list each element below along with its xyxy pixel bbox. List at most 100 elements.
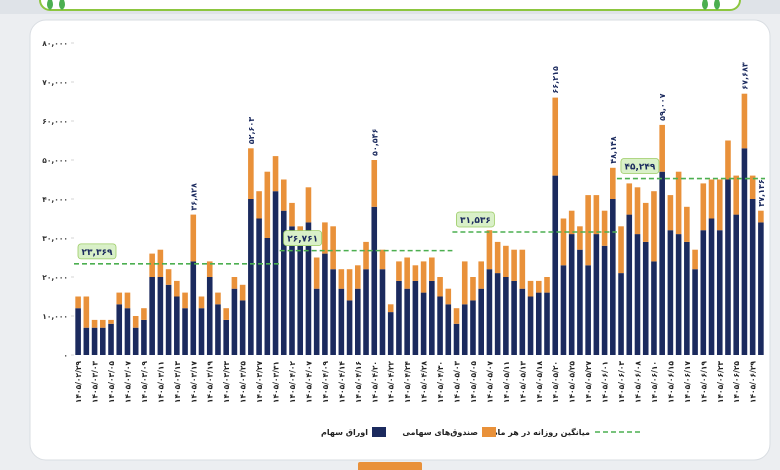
bar-segment bbox=[420, 261, 427, 293]
chart-card bbox=[29, 19, 771, 461]
x-tick-label: ۱۴۰۵/۰۴/۲۴ bbox=[403, 361, 412, 404]
bar-segment bbox=[675, 171, 682, 235]
x-tick-label: ۱۴۰۵/۰۵/۲۵ bbox=[568, 361, 577, 404]
x-tick-label: ۱۴۰۵/۰۶/۱۹ bbox=[699, 361, 708, 404]
legend-swatch bbox=[372, 427, 386, 437]
bar-segment bbox=[223, 319, 229, 355]
bar-segment bbox=[675, 234, 682, 355]
y-tick-label: ۷۰,۰۰۰ bbox=[42, 78, 68, 87]
bar-segment bbox=[165, 284, 172, 355]
quote-icon bbox=[47, 0, 65, 10]
bar-segment bbox=[535, 292, 542, 355]
y-tick-label: ۶۰,۰۰۰ bbox=[42, 117, 68, 126]
bar-segment bbox=[700, 183, 707, 231]
x-tick-label: ۱۴۰۵/۰۶/۱۵ bbox=[666, 361, 675, 404]
annotation: ۳۷,۱۳۶ bbox=[757, 179, 766, 207]
x-tick-label: ۱۴۰۵/۰۵/۱۳ bbox=[518, 361, 527, 404]
bar-segment bbox=[157, 249, 164, 277]
x-tick-label: ۱۴۰۵/۰۴/۲۰ bbox=[370, 361, 379, 403]
bar-segment bbox=[322, 253, 328, 355]
x-tick-label: ۱۴۰۵/۰۳/۱۱ bbox=[156, 361, 165, 403]
bar-segment bbox=[626, 214, 633, 355]
bar-segment bbox=[659, 171, 665, 355]
bar-segment bbox=[585, 195, 591, 266]
bar-segment bbox=[223, 308, 229, 320]
bar-segment bbox=[239, 284, 246, 301]
bar-segment bbox=[618, 226, 624, 274]
bar-segment bbox=[716, 230, 723, 355]
bar-segment bbox=[215, 292, 221, 305]
bar-segment bbox=[124, 292, 131, 309]
bar-segment bbox=[535, 280, 542, 293]
bar-segment bbox=[289, 226, 295, 355]
bar-segment bbox=[338, 288, 345, 355]
bar-segment bbox=[716, 179, 723, 231]
bar-segment bbox=[99, 319, 106, 328]
bar-segment bbox=[511, 249, 517, 281]
x-tick-label: ۱۴۰۵/۰۵/۱۸ bbox=[535, 361, 544, 404]
bar-segment bbox=[684, 241, 690, 355]
average-label: ۴۵,۲۴۹ bbox=[624, 163, 655, 173]
bar-segment bbox=[198, 296, 205, 309]
annotation: ۴۸,۱۴۸ bbox=[609, 136, 618, 164]
bar-segment bbox=[396, 280, 402, 355]
bar-segment bbox=[330, 269, 336, 355]
y-tick-label: ۵۰,۰۰۰ bbox=[42, 156, 68, 165]
bar-segment bbox=[651, 261, 657, 355]
bar-segment bbox=[387, 312, 394, 355]
bar-segment bbox=[568, 210, 575, 235]
bar-segment bbox=[667, 230, 674, 355]
bar-segment bbox=[75, 296, 81, 309]
bar-segment bbox=[313, 288, 320, 355]
x-tick-label: ۱۴۰۵/۰۴/۰۲ bbox=[288, 361, 297, 404]
x-tick-label: ۱۴۰۵/۰۵/۰۷ bbox=[485, 361, 494, 404]
y-tick-label: ۳۰,۰۰۰ bbox=[42, 234, 68, 243]
bar-segment bbox=[568, 234, 575, 355]
bar-segment bbox=[256, 191, 262, 219]
bar-segment bbox=[404, 288, 410, 355]
bar-segment bbox=[758, 222, 764, 355]
x-tick-label: ۱۴۰۵/۰۳/۰۳ bbox=[91, 361, 100, 404]
bar-segment bbox=[124, 308, 131, 355]
legend-label: میانگین روزانه در هر ماه bbox=[493, 427, 590, 437]
bar-segment bbox=[486, 269, 493, 355]
bar-segment bbox=[141, 319, 147, 355]
bar-segment bbox=[461, 261, 468, 305]
bar-segment bbox=[610, 199, 616, 355]
bar-segment bbox=[149, 277, 155, 355]
average-label: ۲۳,۳۶۹ bbox=[82, 248, 113, 258]
bar-segment bbox=[544, 292, 550, 355]
bar-segment bbox=[420, 292, 427, 355]
bar-segment bbox=[132, 327, 139, 355]
bar-segment bbox=[256, 218, 262, 355]
bar-segment bbox=[445, 288, 452, 305]
bar-segment bbox=[511, 280, 517, 355]
bar-segment bbox=[429, 257, 435, 281]
bar-segment bbox=[634, 234, 641, 355]
bar-segment bbox=[116, 292, 123, 305]
bar-segment bbox=[141, 308, 147, 320]
bar-segment bbox=[355, 265, 361, 289]
bar-segment bbox=[83, 327, 90, 355]
bar-segment bbox=[437, 296, 443, 355]
bar-segment bbox=[642, 241, 649, 355]
x-tick-label: ۱۴۰۵/۰۴/۱۴ bbox=[337, 361, 346, 404]
bar-segment bbox=[478, 288, 484, 355]
bar-segment bbox=[577, 249, 583, 355]
x-tick-label: ۱۴۰۵/۰۳/۱۷ bbox=[189, 361, 198, 404]
bar-segment bbox=[445, 304, 452, 355]
bar-segment bbox=[626, 183, 633, 215]
bar-segment bbox=[725, 140, 731, 180]
bar-segment bbox=[733, 175, 740, 215]
bar-segment bbox=[379, 249, 386, 270]
bar-segment bbox=[280, 210, 287, 355]
bar-segment bbox=[700, 230, 707, 355]
bar-segment bbox=[412, 280, 419, 355]
bar-segment bbox=[437, 277, 443, 297]
legend-swatch bbox=[482, 427, 496, 437]
bar-segment bbox=[132, 316, 139, 328]
x-tick-label: ۱۴۰۵/۰۳/۰۷ bbox=[123, 361, 132, 404]
x-tick-label: ۱۴۰۵/۰۳/۱۹ bbox=[206, 361, 215, 404]
bar-segment bbox=[305, 187, 312, 223]
